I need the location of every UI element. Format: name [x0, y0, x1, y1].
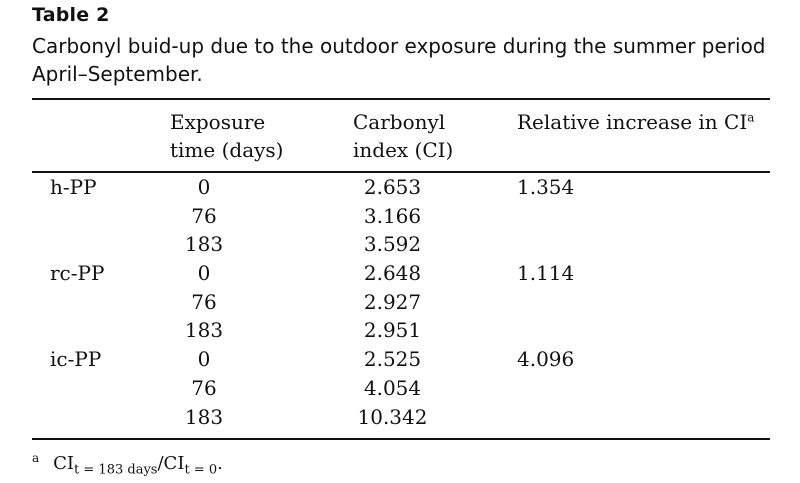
- cell-exposure-time: 0: [197, 347, 211, 372]
- cell-carbonyl-index: 2.951: [363, 318, 422, 343]
- cell-exposure-time: 0: [197, 175, 211, 199]
- cell-relative-increase: 1.354: [517, 175, 575, 199]
- footnote-sub-numerator: t = 183 days: [74, 462, 158, 478]
- cell-relative-increase: 4.096: [517, 347, 575, 372]
- cell-exposure-time: 0: [197, 261, 211, 286]
- cell-carbonyl-index: 2.648: [363, 261, 422, 286]
- footnote-end: .: [217, 453, 223, 474]
- footnote-ci-numerator: CI: [53, 453, 75, 474]
- table-top-rule: [32, 98, 770, 100]
- table-row: 76 3.166: [0, 202, 800, 231]
- cell-exposure-time: 76: [191, 203, 217, 228]
- header-relative-label: Relative increase in CI: [517, 110, 748, 134]
- footnote-mark: a: [32, 451, 40, 465]
- table-bottom-rule: [32, 438, 770, 440]
- cell-relative-increase: 1.114: [517, 261, 575, 286]
- table-footnote: a CIt = 183 days/CIt = 0.: [32, 446, 223, 483]
- table-row: 76 4.054: [0, 374, 800, 403]
- header-exposure-line-2: time (days): [170, 138, 284, 162]
- cell-carbonyl-index: 4.054: [363, 375, 422, 400]
- table-body: h-PP 0 2.653 1.354 76 3.166 183 3.592 rc-PP 0 2.64…: [0, 173, 800, 431]
- cell-carbonyl-index: 2.927: [363, 289, 422, 314]
- cell-exposure-time: 183: [184, 318, 224, 343]
- header-relative-increase: Relative increase in CIa: [517, 108, 754, 136]
- footnote-sub-denominator: t = 0: [184, 462, 218, 478]
- cell-carbonyl-index: 3.166: [363, 203, 422, 228]
- caption-line-2: April–September.: [32, 62, 203, 86]
- cell-material: ic-PP: [50, 347, 102, 372]
- caption-line-1: Carbonyl buid-up due to the outdoor expo…: [32, 34, 766, 58]
- cell-carbonyl-index: 10.342: [357, 404, 428, 429]
- footnote-mark: a: [747, 110, 755, 125]
- cell-carbonyl-index: 2.653: [363, 175, 422, 199]
- cell-carbonyl-index: 3.592: [363, 232, 422, 257]
- header-exposure-line-1: Exposure: [170, 110, 266, 134]
- footnote-ci-denominator: CI: [163, 453, 185, 474]
- cell-exposure-time: 183: [184, 404, 224, 429]
- cell-exposure-time: 76: [191, 375, 217, 400]
- table-row: 183 3.592: [0, 230, 800, 259]
- cell-material: h-PP: [50, 175, 97, 199]
- cell-material: rc-PP: [50, 261, 105, 286]
- table-row: h-PP 0 2.653 1.354: [0, 173, 800, 202]
- table-label: Table 2: [32, 4, 110, 26]
- cell-carbonyl-index: 2.525: [363, 347, 422, 372]
- header-carbonyl-line-2: index (CI): [353, 138, 454, 162]
- table-row: 183 2.951: [0, 316, 800, 345]
- cell-exposure-time: 76: [191, 289, 217, 314]
- table-row: rc-PP 0 2.648 1.114: [0, 259, 800, 288]
- table-row: 183 10.342: [0, 403, 800, 432]
- header-carbonyl-line-1: Carbonyl: [353, 110, 446, 134]
- cell-exposure-time: 183: [184, 232, 224, 257]
- table-caption: Carbonyl buid-up due to the outdoor expo…: [32, 32, 792, 88]
- table-header-rule: [32, 171, 770, 173]
- header-exposure-time: Exposure time (days): [170, 108, 284, 164]
- footnote-slash: /: [157, 453, 164, 474]
- table-row: 76 2.927: [0, 288, 800, 317]
- header-carbonyl-index: Carbonyl index (CI): [353, 108, 453, 164]
- table-row: ic-PP 0 2.525 4.096: [0, 345, 800, 374]
